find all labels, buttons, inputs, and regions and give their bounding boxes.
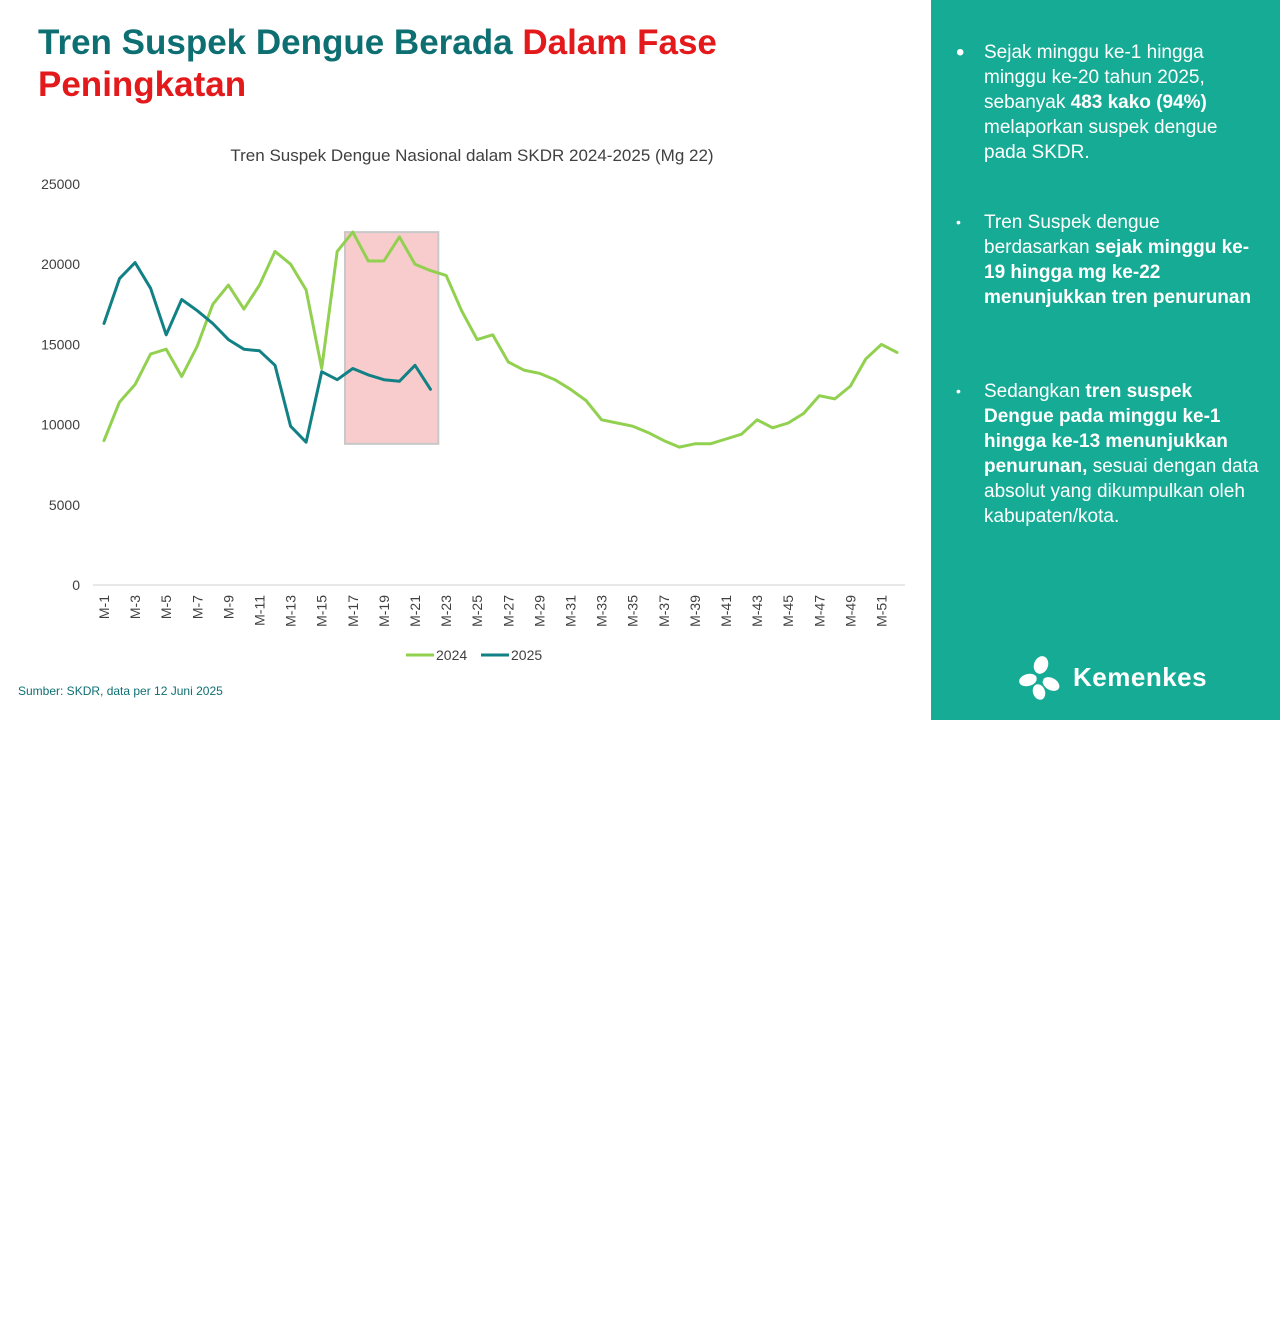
x-tick-label: M-43 — [749, 595, 765, 627]
x-tick-label: M-41 — [718, 595, 734, 627]
bullet-text: Tren Suspek dengue berdasarkan — [984, 212, 1160, 258]
x-tick-label: M-39 — [687, 595, 703, 627]
x-tick-label: M-37 — [656, 595, 672, 627]
bullet-text-bold: sejak minggu ke-19 hingga mg ke-22 menun… — [984, 237, 1252, 308]
x-tick-label: M-45 — [780, 595, 796, 627]
dengue-trend-chart: Tren Suspek Dengue Nasional dalam SKDR 2… — [41, 146, 905, 663]
bullet-dot: • — [956, 214, 961, 230]
bullet-2: • Tren Suspek dengue berdasarkan sejak mi… — [956, 210, 1264, 310]
kemenkes-logo: Kemenkes 5 — [1019, 656, 1249, 702]
y-tick-label: 20000 — [41, 256, 80, 272]
chart-title: Tren Suspek Dengue Nasional dalam SKDR 2… — [230, 146, 713, 165]
series-line-2024 — [102, 230, 899, 449]
bullet-text: melaporkan suspek dengue pada SKDR. — [984, 117, 1218, 163]
x-tick-label: M-51 — [873, 595, 889, 627]
y-tick-label: 0 — [72, 577, 80, 593]
y-tick-label: 10000 — [41, 417, 80, 433]
x-tick-label: M-35 — [625, 595, 641, 627]
x-tick-label: M-47 — [811, 595, 827, 627]
bullet-1: • Sejak minggu ke-1 hingga minggu ke-20 t… — [956, 40, 1264, 165]
kemenkes-logo-icon — [1019, 656, 1060, 700]
x-tick-label: M-33 — [594, 595, 610, 627]
x-tick-label: M-5 — [158, 595, 174, 619]
x-tick-label: M-13 — [283, 595, 299, 627]
x-tick-label: M-19 — [376, 595, 392, 627]
sidebar-panel: • Sejak minggu ke-1 hingga minggu ke-20 t… — [931, 0, 1280, 720]
x-tick-label: M-25 — [469, 595, 485, 627]
bullet-dot: • — [956, 39, 965, 66]
legend-label-2025: 2025 — [511, 647, 542, 663]
bullet-text-bold: 483 kako (94%) — [1070, 92, 1207, 113]
y-tick-label: 5000 — [49, 497, 80, 513]
x-tick-label: M-29 — [531, 595, 547, 627]
slide-title: Tren Suspek Dengue Berada Dalam Fase Pen… — [38, 22, 898, 106]
bullet-text: sesuai dengan data absolut yang dikumpul… — [984, 456, 1259, 527]
source-note: Sumber: SKDR, data per 12 Juni 2025 — [18, 684, 223, 698]
x-tick-label: M-31 — [562, 595, 578, 627]
title-part-accent: Dalam Fase Peningkatan — [38, 23, 717, 104]
series-line-2025 — [102, 261, 432, 444]
x-tick-label: M-17 — [345, 595, 361, 627]
bullet-text: Sejak minggu ke-1 hingga minggu ke-20 ta… — [984, 42, 1205, 113]
bullet-text: Sedangkan — [984, 381, 1086, 402]
x-tick-label: M-23 — [438, 595, 454, 627]
bullet-list: • Sejak minggu ke-1 hingga minggu ke-20 t… — [931, 0, 1280, 720]
x-tick-label: M-1 — [96, 595, 112, 619]
highlight-band — [344, 231, 440, 445]
x-tick-label: M-21 — [407, 595, 423, 627]
logo-text: Kemenkes — [1073, 662, 1208, 692]
x-tick-label: M-15 — [314, 595, 330, 627]
x-tick-label: M-7 — [189, 595, 205, 619]
title-part-main: Tren Suspek Dengue Berada — [38, 23, 523, 62]
y-tick-label: 25000 — [41, 176, 80, 192]
x-tick-label: M-49 — [842, 595, 858, 627]
legend-label-2024: 2024 — [436, 647, 467, 663]
bullet-3: • Sedangkan tren suspek Dengue pada mingg… — [956, 379, 1264, 529]
y-tick-label: 15000 — [41, 336, 80, 352]
x-tick-label: M-11 — [251, 595, 267, 626]
x-tick-label: M-27 — [500, 595, 516, 627]
bullet-text-bold: tren suspek Dengue pada minggu ke-1 hing… — [984, 381, 1228, 477]
x-tick-label: M-9 — [220, 595, 236, 619]
bullet-dot: • — [956, 383, 961, 399]
x-tick-label: M-3 — [127, 595, 143, 619]
